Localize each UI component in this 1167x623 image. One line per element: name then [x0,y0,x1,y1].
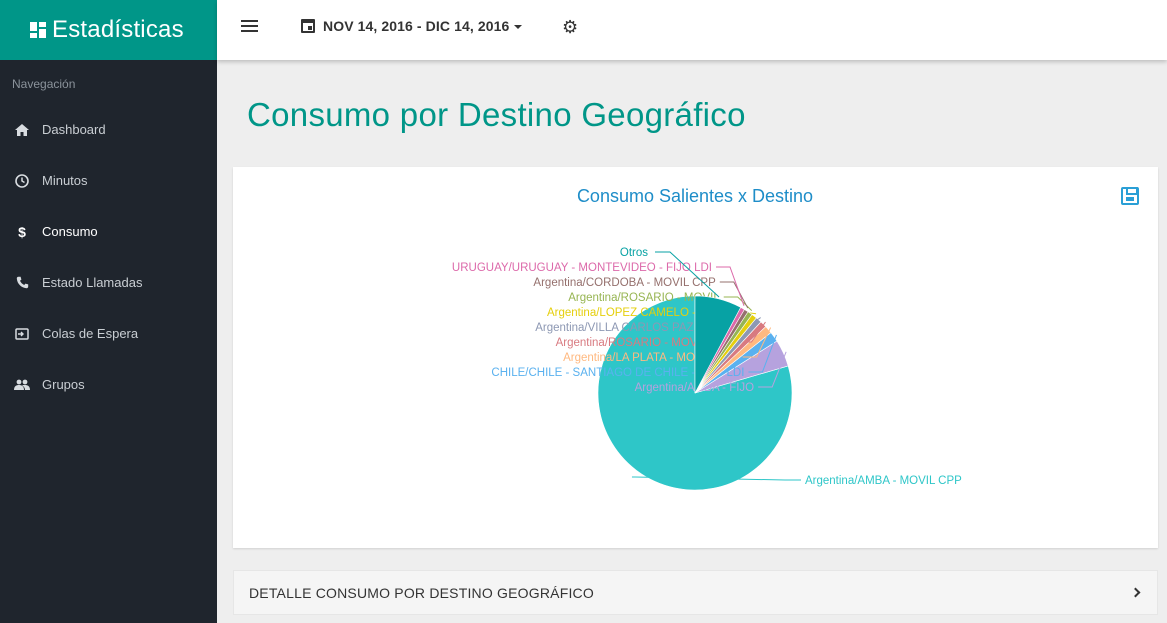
pie-chart: Consumo Salientes x Destino Argentina/AMB… [452,186,962,491]
label-line [715,266,745,306]
sidebar-item-minutos[interactable]: Minutos [0,155,217,206]
chart-title: Consumo Salientes x Destino [577,186,813,206]
sidebar-item-label: Minutos [42,173,88,188]
pie-label: Argentina/AMBA - FIJO [635,382,755,394]
sidebar-item-label: Consumo [42,224,98,239]
menu-icon[interactable] [241,20,259,34]
sidebar-item-label: Colas de Espera [42,326,139,341]
clock-icon [14,173,30,189]
label-line [631,476,801,481]
sidebar-item-label: Estado Llamadas [42,275,143,290]
pie-label: Otros [620,247,648,259]
sidebar-item-estado-llamadas[interactable]: Estado Llamadas [0,257,217,308]
calendar-icon [301,19,315,33]
sidebar-item-consumo[interactable]: $ Consumo [0,206,217,257]
save-image-icon[interactable] [1121,187,1139,205]
app-title: Estadísticas [52,16,184,43]
caret-down-icon [514,25,523,29]
pie-label: URUGUAY/URUGUAY - MONTEVIDEO - FIJO LDI [452,262,712,274]
pie-label: Argentina/ROSARIO - MOVIL CPP [556,337,734,349]
label-line [758,351,787,388]
pie-slice[interactable] [694,295,742,394]
topbar: NOV 14, 2016 - DIC 14, 2016 ⚙ [217,0,1167,60]
queue-icon [14,326,30,342]
sidebar-item-dashboard[interactable]: Dashboard [0,104,217,155]
label-line [719,281,749,309]
group-icon [14,377,30,393]
home-icon [14,122,30,138]
chevron-right-icon [1130,587,1141,598]
sidebar: Navegación Dashboard Minutos $ Consumo E… [0,60,217,623]
pie-label: CHILE/CHILE - SANTIAGO DE CHILE - FIJO L… [491,367,744,379]
date-range-picker[interactable]: NOV 14, 2016 - DIC 14, 2016 [301,18,523,34]
detail-title: DETALLE CONSUMO POR DESTINO GEOGRÁFICO [249,584,594,601]
sidebar-item-colas-de-espera[interactable]: Colas de Espera [0,308,217,359]
pie-label: Argentina/AMBA - MOVIL CPP [805,475,962,487]
brand[interactable]: Estadísticas [0,0,217,60]
phone-icon [14,275,30,291]
sidebar-item-label: Grupos [42,377,85,392]
nav-heading: Navegación [12,77,76,91]
label-line [748,334,777,373]
dashboard-icon [30,22,46,38]
label-line [655,251,720,298]
page-title: Consumo por Destino Geográfico [247,96,746,133]
chart-card: Consumo Salientes x Destino Argentina/AMB… [233,167,1158,548]
label-line [742,327,772,358]
pie-label: Argentina/CORDOBA - MOVIL CPP [533,277,716,289]
date-range-label: NOV 14, 2016 - DIC 14, 2016 [323,18,510,34]
detail-panel-header[interactable]: DETALLE CONSUMO POR DESTINO GEOGRÁFICO [233,570,1158,615]
sidebar-item-grupos[interactable]: Grupos [0,359,217,410]
pie-label: Argentina/LOPEZ CAMELO - FIJO [547,307,724,319]
gear-icon[interactable]: ⚙ [562,17,579,37]
pie-label: Argentina/VILLA CARLOS PAZ - FIJO [535,322,728,334]
dollar-icon: $ [18,223,26,240]
sidebar-item-label: Dashboard [42,122,106,137]
pie-label: Argentina/ROSARIO - MOVIL [568,292,720,304]
